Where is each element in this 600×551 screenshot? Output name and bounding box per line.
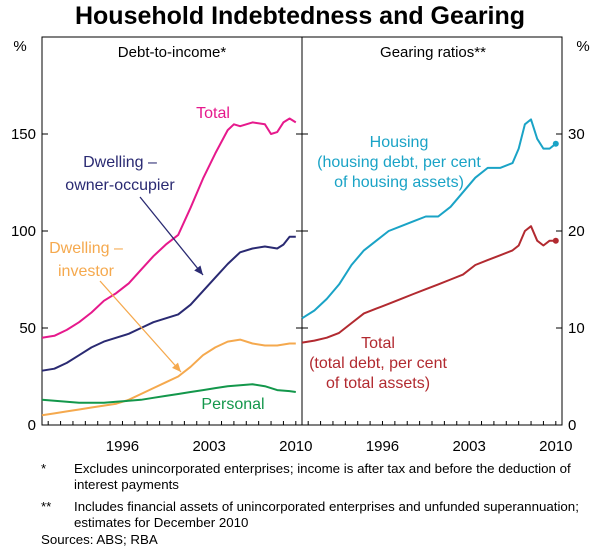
end-marker-housing (552, 140, 559, 147)
label-gearing-total: Total (total debt, per cent of total asset… (309, 335, 447, 392)
y-tick-label-left-0: 0 (28, 417, 36, 434)
y-tick-label-left-1: 50 (19, 320, 36, 337)
y-tick-label-right-0: 0 (568, 417, 576, 434)
left-panel-title: Debt-to-income* (118, 44, 227, 61)
series-line-personal (41, 383, 296, 404)
y-tick-label-left-3: 150 (11, 126, 36, 143)
series-line-gearing_total (301, 225, 556, 344)
right-unit-label: % (576, 38, 589, 55)
label-personal: Personal (201, 396, 264, 413)
arrow-owner-occupier-head (194, 265, 203, 275)
arrow-investor-shaft (99, 280, 182, 373)
y-tick-label-right-3: 30 (568, 126, 585, 143)
x-tick-label-right-0: 1996 (366, 438, 399, 455)
chart-area: % % Debt-to-income* Gearing ratios** 0 50… (11, 36, 590, 455)
label-total: Total (196, 105, 230, 122)
left-unit-label: % (13, 38, 26, 55)
sources: Sources: ABS; RBA (41, 532, 158, 547)
arrow-owner-occupier-shaft (139, 196, 204, 276)
end-marker-gearing_total (552, 237, 559, 244)
label-dwelling-investor: Dwelling – investor (49, 240, 123, 280)
x-tick-label-left-2: 2010 (279, 438, 312, 455)
series-line-housing (301, 118, 557, 320)
x-tick-label-right-2: 2010 (539, 438, 572, 455)
right-panel-title: Gearing ratios** (380, 44, 486, 61)
series-line-owner (41, 235, 296, 372)
x-tick-label-right-1: 2003 (452, 438, 485, 455)
x-tick-label-left-0: 1996 (106, 438, 139, 455)
y-tick-label-left-2: 100 (11, 223, 36, 240)
arrow-investor-head (172, 362, 181, 372)
footnote-1-text: Excludes unincorporated enterprises; inc… (74, 461, 571, 492)
label-dwelling-owner-occupier: Dwelling – owner-occupier (65, 154, 175, 194)
footnote-2-mark: ** (41, 499, 52, 514)
label-housing: Housing (housing debt, per cent of housing… (317, 134, 481, 191)
series-line-investor (41, 338, 296, 417)
y-tick-label-right-1: 10 (568, 320, 585, 337)
series-line-total (41, 117, 297, 339)
x-tick-label-left-1: 2003 (192, 438, 225, 455)
y-tick-label-right-2: 20 (568, 223, 585, 240)
footnote-1-mark: * (41, 461, 47, 476)
chart-title: Household Indebtedness and Gearing (74, 2, 526, 30)
footnote-2-text: Includes financial assets of unincorpora… (74, 499, 579, 530)
